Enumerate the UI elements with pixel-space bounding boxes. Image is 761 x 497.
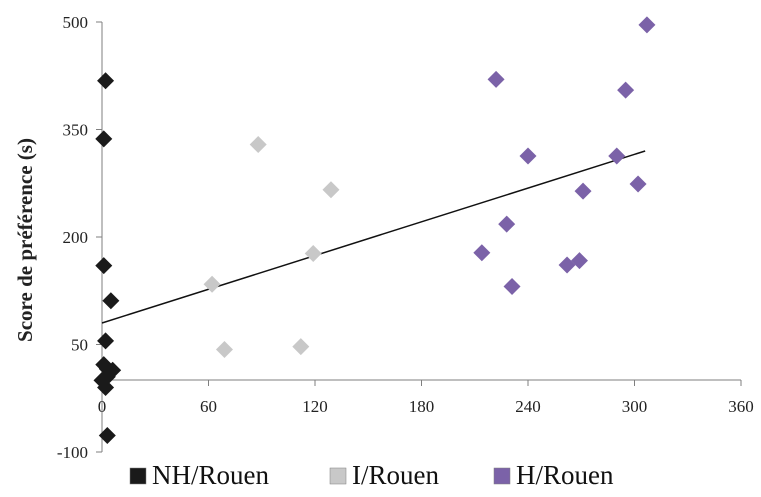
point-nh-rouen	[95, 257, 113, 275]
point-nh-rouen	[102, 292, 120, 310]
point-h-rouen	[570, 252, 588, 270]
point-h-rouen	[498, 215, 516, 233]
legend-label-h-rouen: H/Rouen	[516, 460, 614, 490]
point-h-rouen	[487, 70, 505, 88]
x-tick-label: 120	[302, 397, 328, 416]
point-h-rouen	[608, 147, 626, 165]
point-nh-rouen	[95, 130, 113, 148]
point-i-rouen	[304, 244, 322, 262]
point-h-rouen	[503, 277, 521, 295]
point-nh-rouen	[98, 427, 116, 445]
point-i-rouen	[215, 341, 233, 359]
legend-label-nh-rouen: NH/Rouen	[152, 460, 269, 490]
y-tick-label: 200	[63, 228, 89, 247]
y-tick-label: 50	[71, 336, 88, 355]
y-tick-label: 500	[63, 13, 89, 32]
x-tick-label: 360	[728, 397, 754, 416]
point-i-rouen	[292, 338, 310, 356]
point-i-rouen	[203, 275, 221, 293]
y-tick-label: -100	[57, 443, 88, 462]
point-h-rouen	[617, 81, 635, 99]
point-h-rouen	[629, 175, 647, 193]
y-tick-label: 350	[63, 121, 89, 140]
x-tick-label: 300	[622, 397, 648, 416]
x-tick-label: 240	[515, 397, 541, 416]
point-nh-rouen	[97, 72, 115, 90]
data-points	[93, 16, 656, 445]
point-nh-rouen	[97, 332, 115, 350]
legend: NH/Rouen I/Rouen H/Rouen	[129, 460, 614, 490]
x-tick-label: 0	[98, 397, 107, 416]
point-nh-rouen	[97, 379, 115, 396]
point-h-rouen	[574, 182, 592, 200]
chart-axes: -100 50 200 350 500 0 60 120 180 240 300 360	[57, 13, 754, 462]
x-tick-label: 60	[200, 397, 217, 416]
trendline-layer	[101, 150, 646, 324]
x-tick-label: 180	[409, 397, 435, 416]
legend-swatch-nh-rouen	[129, 467, 147, 485]
point-i-rouen	[249, 136, 267, 154]
point-h-rouen	[473, 244, 491, 262]
point-h-rouen	[638, 16, 656, 34]
y-axis-title: Score de préférence (s)	[13, 138, 37, 342]
legend-swatch-i-rouen	[329, 467, 347, 485]
point-i-rouen	[322, 181, 340, 199]
legend-label-i-rouen: I/Rouen	[352, 460, 439, 490]
point-h-rouen	[519, 147, 537, 165]
legend-swatch-h-rouen	[493, 467, 511, 485]
trendline	[101, 150, 646, 324]
